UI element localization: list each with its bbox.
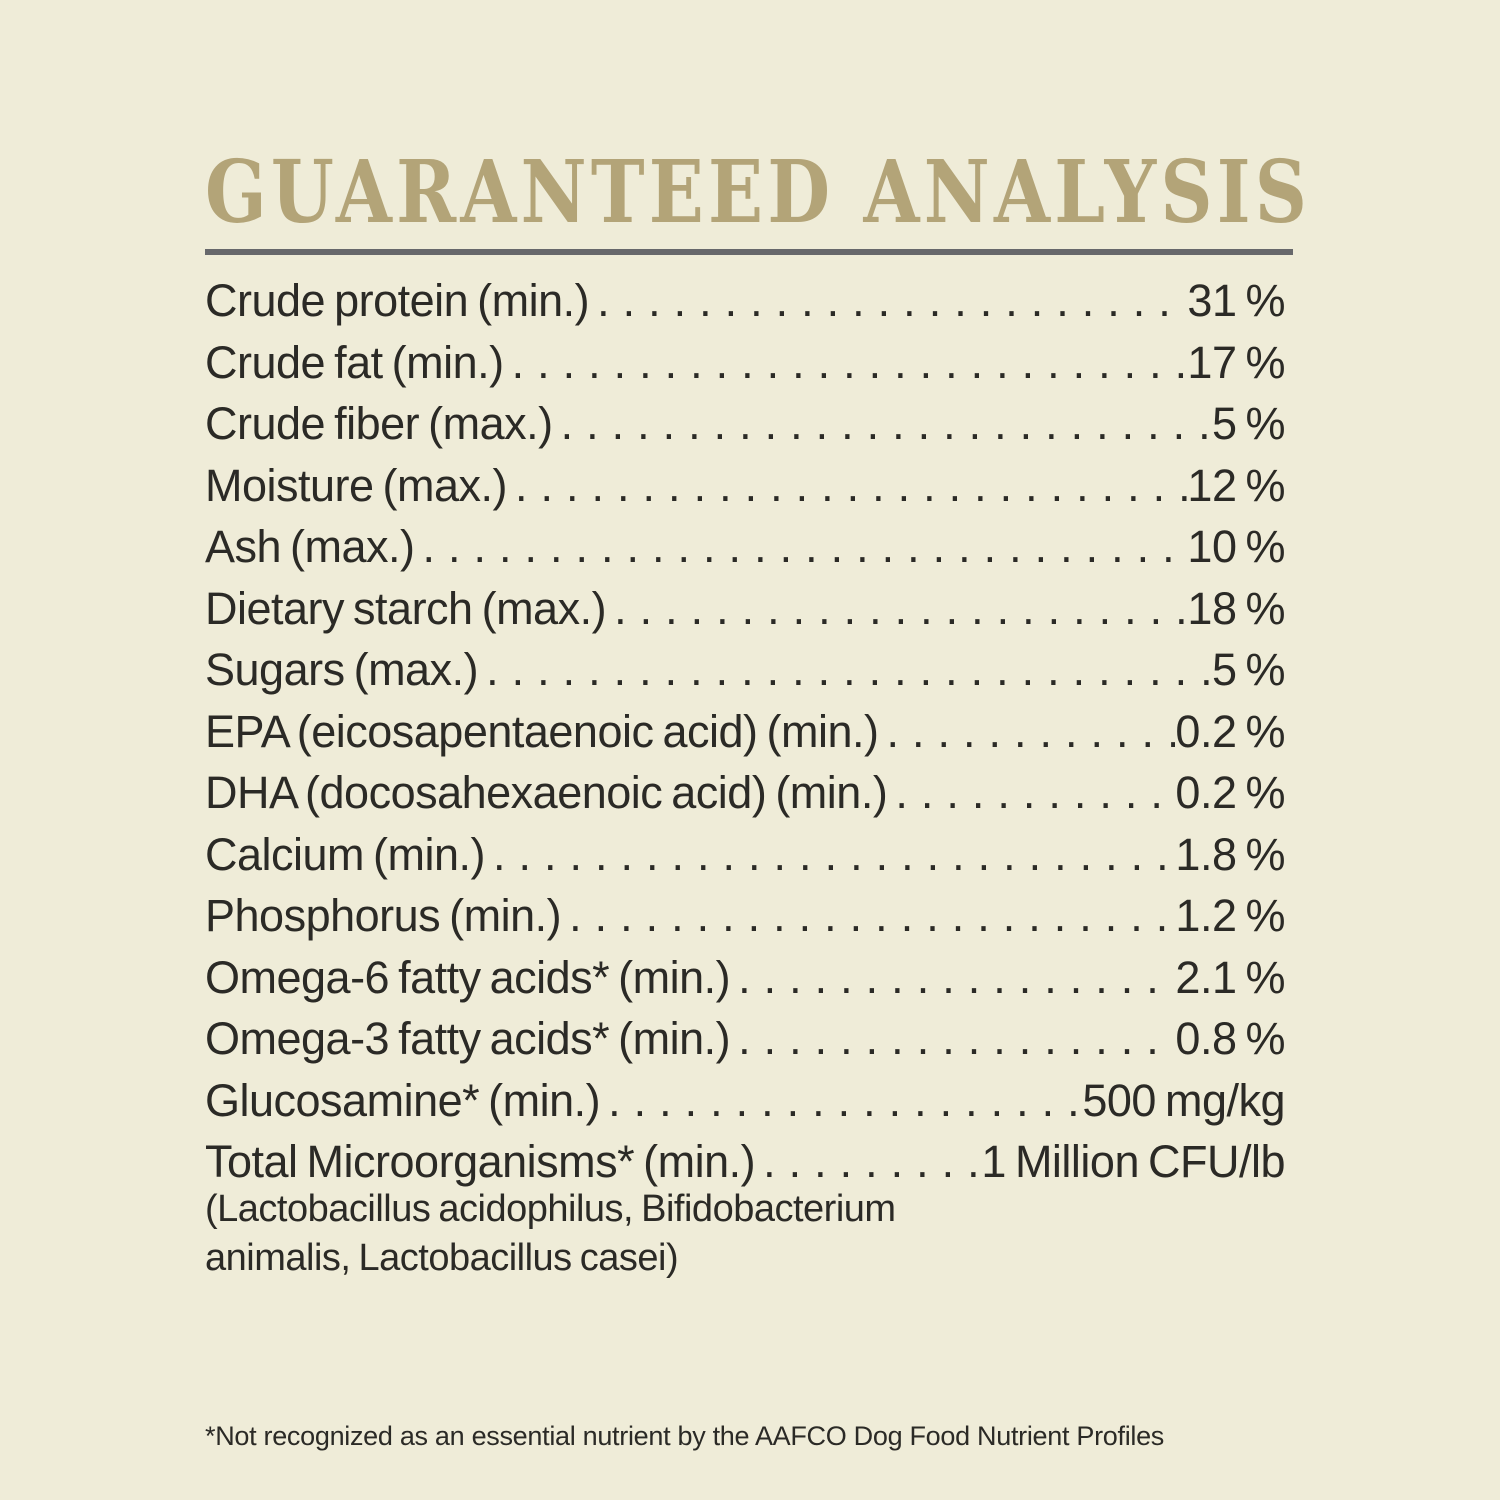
dot-leader: ........................................… (738, 951, 1175, 1003)
dot-leader: ........................................… (515, 459, 1187, 511)
nutrient-value: 2.1 % (1175, 951, 1285, 1003)
table-row: Moisture (max.).........................… (205, 455, 1285, 517)
nutrient-label: Moisture (max.) (205, 459, 508, 511)
table-row: Crude protein (min.)....................… (205, 270, 1285, 332)
dot-leader: ........................................… (895, 767, 1176, 818)
nutrient-label: Ash (max.) (205, 521, 415, 572)
nutrient-value: 1 Million CFU/lb (981, 1136, 1285, 1187)
nutrient-value: 1.8 % (1175, 828, 1285, 880)
table-row: DHA (docosahexaenoic acid) (min.).......… (205, 762, 1285, 824)
table-row: Ash (max.)..............................… (205, 516, 1285, 578)
dot-leader: ........................................… (608, 1074, 1083, 1126)
dot-leader: ........................................… (486, 644, 1212, 695)
dot-leader: ........................................… (886, 705, 1176, 757)
nutrient-value: 12 % (1187, 459, 1285, 511)
microorganism-species-note: (Lactobacillus acidophilus, Bifidobacter… (205, 1185, 896, 1283)
nutrient-label: Dietary starch (max.) (205, 582, 607, 634)
table-row: EPA (eicosapentaenoic acid) (min.)......… (205, 701, 1285, 763)
nutrient-label: Phosphorus (min.) (205, 890, 562, 941)
dot-leader: ........................................… (738, 1013, 1175, 1064)
table-row: Omega-6 fatty acids* (min.).............… (205, 947, 1285, 1009)
nutrient-label: Sugars (max.) (205, 644, 479, 695)
table-row: Crude fiber (max.)......................… (205, 393, 1286, 455)
table-row: Glucosamine* (min.).....................… (205, 1070, 1285, 1132)
nutrient-value: 0.8 % (1175, 1013, 1285, 1064)
table-row: Calcium (min.)..........................… (205, 824, 1285, 886)
nutrient-label: Omega-3 fatty acids* (min.) (205, 1013, 731, 1064)
table-row: Omega-3 fatty acids* (min.).............… (205, 1008, 1285, 1070)
nutrient-label: Calcium (min.) (205, 828, 486, 880)
dot-leader: ........................................… (597, 275, 1187, 326)
nutrient-label: Crude fat (min.) (205, 336, 504, 388)
nutrient-value: 5 % (1211, 398, 1286, 449)
dot-leader: ........................................… (614, 582, 1187, 634)
dot-leader: ........................................… (569, 890, 1175, 941)
nutrient-label: EPA (eicosapentaenoic acid) (min.) (205, 705, 879, 757)
aafco-footnote: *Not recognized as an essential nutrient… (205, 1421, 1165, 1451)
nutrient-value: 31 % (1187, 275, 1285, 326)
nutrient-label: DHA (docosahexaenoic acid) (min.) (205, 767, 888, 818)
table-row: Crude fat (min.)........................… (205, 332, 1285, 394)
table-row: Phosphorus (min.).......................… (205, 885, 1285, 947)
nutrient-value: 1.2 % (1175, 890, 1285, 941)
species-note-line-1: (Lactobacillus acidophilus, Bifidobacter… (205, 1188, 896, 1230)
nutrient-value: 500 mg/kg (1082, 1074, 1285, 1126)
nutrient-value: 0.2 % (1175, 767, 1285, 818)
nutrient-label: Omega-6 fatty acids* (min.) (205, 951, 731, 1003)
nutrient-label: Crude protein (min.) (205, 275, 590, 326)
dot-leader: ........................................… (422, 521, 1188, 572)
nutrient-value: 5 % (1211, 644, 1286, 695)
nutrient-label: Total Microorganisms* (min.) (205, 1136, 756, 1187)
nutrient-label: Crude fiber (max.) (205, 398, 553, 449)
dot-leader: ........................................… (511, 336, 1188, 388)
dot-leader: ........................................… (560, 398, 1212, 449)
nutrient-label: Glucosamine* (min.) (205, 1074, 601, 1126)
table-row: Sugars (max.)...........................… (205, 639, 1286, 701)
table-row: Total Microorganisms* (min.)............… (205, 1131, 1285, 1193)
dot-leader: ........................................… (763, 1136, 981, 1187)
table-row: Dietary starch (max.)...................… (205, 578, 1285, 640)
title-divider (205, 249, 1293, 255)
nutrient-value: 17 % (1187, 336, 1285, 388)
dot-leader: ........................................… (493, 828, 1175, 880)
nutrient-value: 18 % (1187, 582, 1285, 634)
nutrient-value: 10 % (1187, 521, 1285, 572)
nutrient-value: 0.2 % (1175, 705, 1285, 757)
analysis-table: Crude protein (min.)....................… (205, 270, 1286, 1193)
page-title: GUARANTEED ANALYSIS (205, 142, 1312, 243)
species-note-line-2: animalis, Lactobacillus casei) (205, 1237, 679, 1279)
